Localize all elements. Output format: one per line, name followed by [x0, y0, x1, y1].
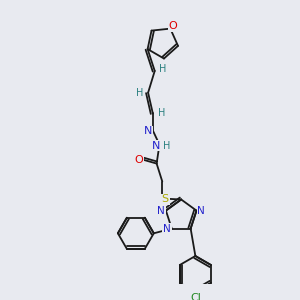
Text: Cl: Cl — [190, 292, 201, 300]
Text: N: N — [157, 206, 165, 216]
Text: O: O — [169, 21, 178, 31]
Text: H: H — [136, 88, 143, 98]
Text: N: N — [152, 141, 160, 151]
Text: O: O — [134, 155, 143, 165]
Text: N: N — [163, 224, 171, 234]
Text: H: H — [159, 64, 166, 74]
Text: N: N — [197, 206, 205, 216]
Text: S: S — [162, 194, 169, 205]
Text: N: N — [144, 126, 152, 136]
Text: H: H — [158, 109, 165, 118]
Text: H: H — [163, 141, 171, 151]
